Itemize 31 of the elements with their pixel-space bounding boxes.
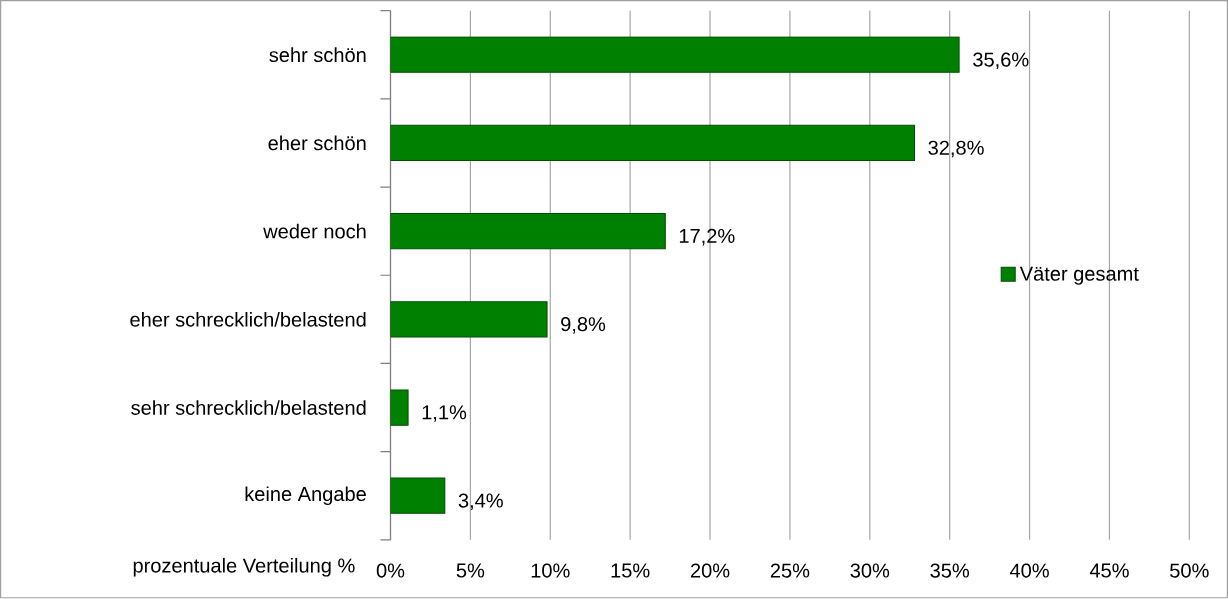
- x-tick-label: 50%: [1170, 563, 1209, 578]
- x-tick-label: 45%: [1089, 563, 1129, 578]
- y-tick-label: weder noch: [263, 223, 366, 239]
- x-tick-label: 40%: [1009, 563, 1049, 578]
- bar: [390, 389, 409, 426]
- data-label: 32,8%: [928, 140, 984, 158]
- legend-label: Väter gesamt: [1019, 267, 1139, 285]
- x-tick-label: 30%: [850, 563, 890, 578]
- x-tick-label: 0%: [376, 563, 405, 578]
- x-tick-label: 10%: [531, 563, 570, 578]
- y-tick-label: eher schrecklich/belastend: [130, 312, 366, 327]
- bar: [390, 477, 446, 515]
- data-label: 9,8%: [561, 317, 606, 334]
- data-label: 3,4%: [458, 493, 503, 511]
- y-tick-label: keine Angabe: [245, 486, 366, 506]
- bar: [390, 36, 960, 74]
- bar: [390, 125, 916, 162]
- data-label: 35,6%: [973, 52, 1029, 70]
- y-tick-label: sehr schrecklich/belastend: [131, 400, 366, 416]
- x-tick-label: 15%: [611, 563, 650, 578]
- x-tick-label: 20%: [690, 563, 730, 578]
- y-tick-label: sehr schön: [269, 47, 366, 63]
- data-label: 1,1%: [422, 405, 467, 423]
- data-label: 17,2%: [679, 229, 735, 246]
- x-tick-label: 35%: [930, 563, 970, 578]
- x-tick-label: 5%: [456, 563, 485, 578]
- bar: [390, 213, 666, 250]
- x-tick-label: 25%: [770, 563, 810, 578]
- y-tick-label: eher schön: [268, 135, 366, 151]
- bar: [390, 301, 548, 338]
- x-axis-title: prozentuale Verteilung %: [133, 558, 355, 577]
